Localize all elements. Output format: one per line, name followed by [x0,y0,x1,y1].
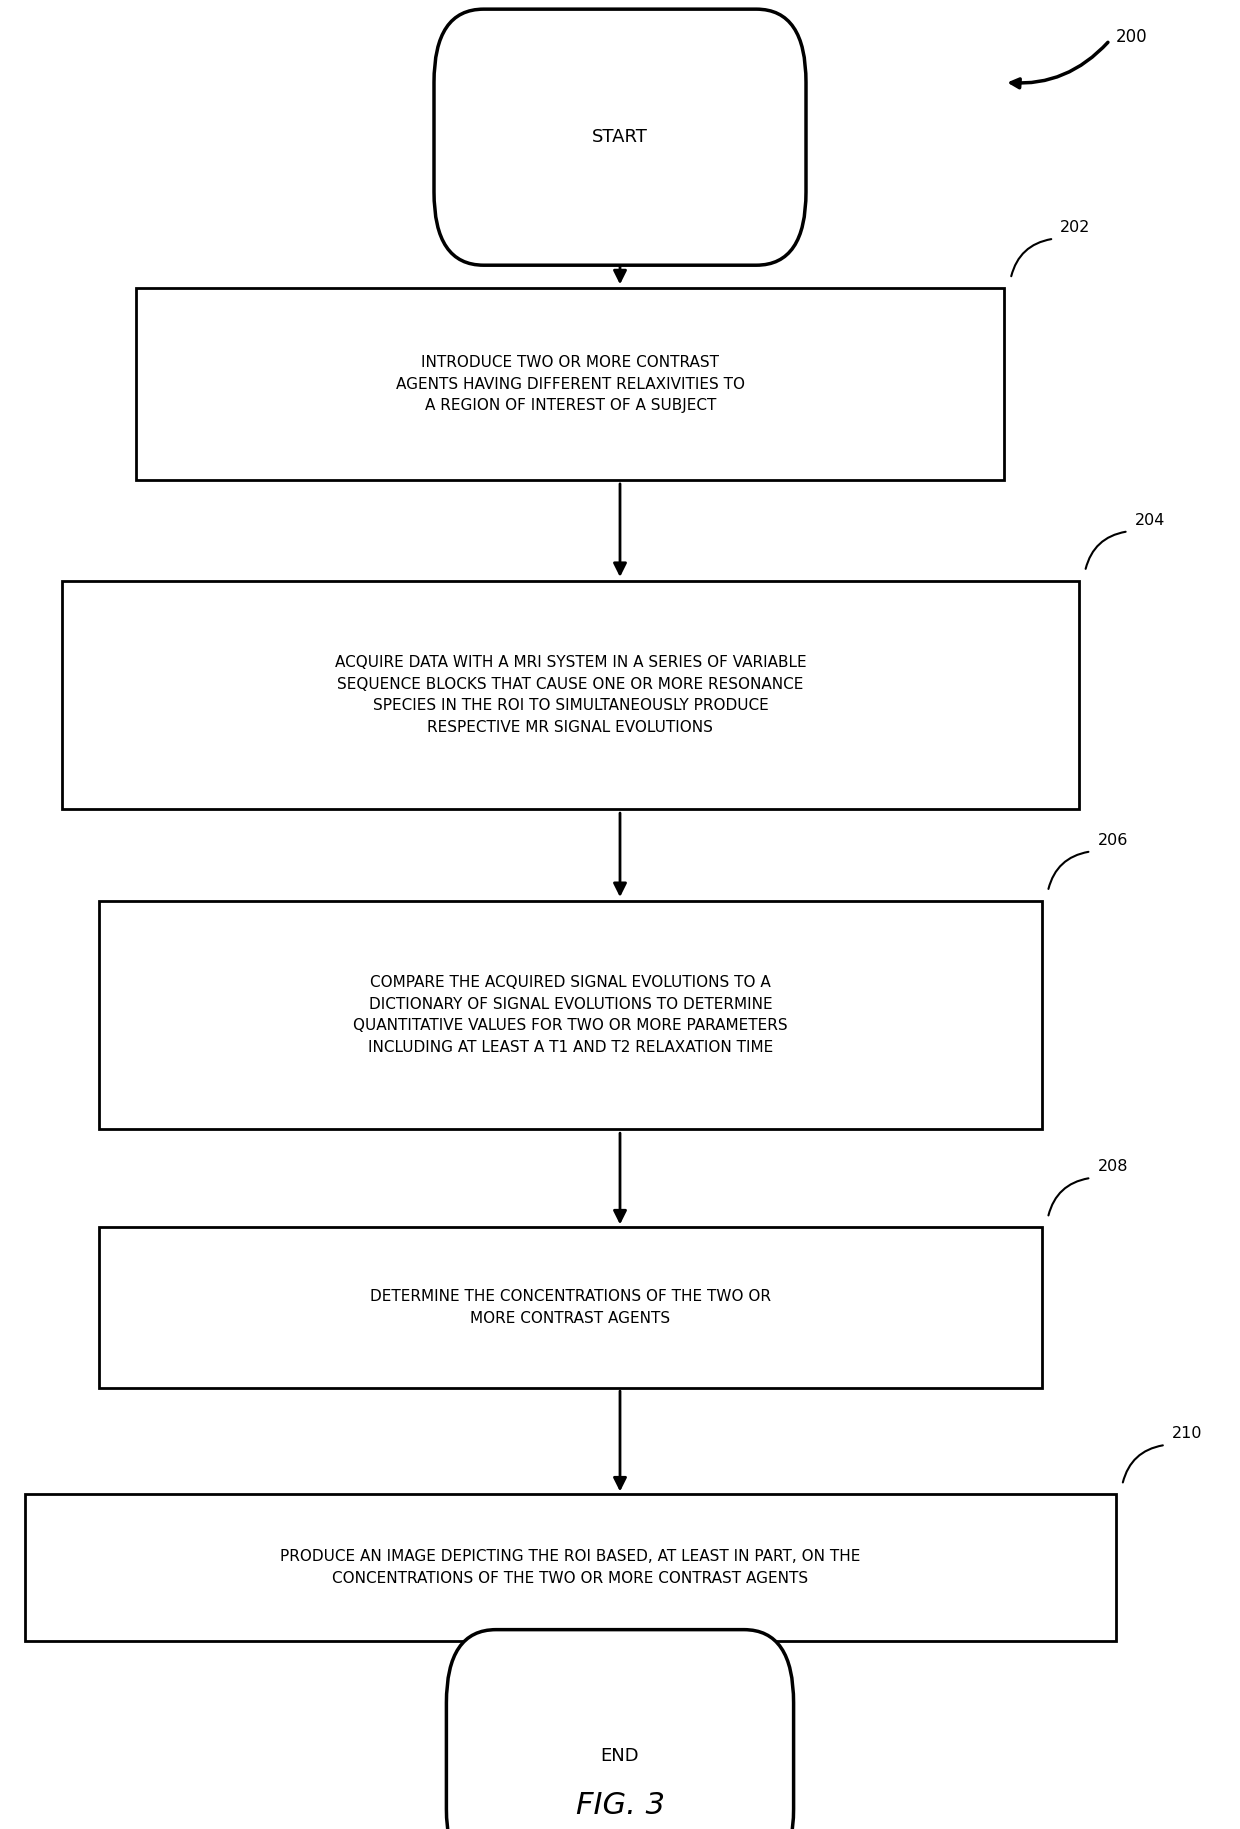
Text: PRODUCE AN IMAGE DEPICTING THE ROI BASED, AT LEAST IN PART, ON THE
CONCENTRATION: PRODUCE AN IMAGE DEPICTING THE ROI BASED… [280,1549,861,1586]
Bar [62,582,1079,808]
Bar [99,900,1042,1130]
Text: 206: 206 [1097,832,1127,847]
Text: DETERMINE THE CONCENTRATIONS OF THE TWO OR
MORE CONTRAST AGENTS: DETERMINE THE CONCENTRATIONS OF THE TWO … [370,1289,771,1326]
FancyBboxPatch shape [446,1630,794,1829]
Text: 204: 204 [1135,512,1164,529]
Text: 208: 208 [1097,1160,1128,1174]
Text: COMPARE THE ACQUIRED SIGNAL EVOLUTIONS TO A
DICTIONARY OF SIGNAL EVOLUTIONS TO D: COMPARE THE ACQUIRED SIGNAL EVOLUTIONS T… [353,975,787,1055]
Bar [136,289,1004,481]
Bar [25,1494,1116,1641]
Text: FIG. 3: FIG. 3 [575,1791,665,1820]
Text: 202: 202 [1060,219,1090,236]
Text: END: END [600,1747,640,1765]
Bar [99,1227,1042,1388]
FancyBboxPatch shape [434,9,806,265]
Text: 200: 200 [1116,27,1148,46]
Text: ACQUIRE DATA WITH A MRI SYSTEM IN A SERIES OF VARIABLE
SEQUENCE BLOCKS THAT CAUS: ACQUIRE DATA WITH A MRI SYSTEM IN A SERI… [335,655,806,735]
Text: 210: 210 [1172,1427,1203,1441]
Text: START: START [591,128,649,146]
Text: INTRODUCE TWO OR MORE CONTRAST
AGENTS HAVING DIFFERENT RELAXIVITIES TO
A REGION : INTRODUCE TWO OR MORE CONTRAST AGENTS HA… [396,355,745,413]
